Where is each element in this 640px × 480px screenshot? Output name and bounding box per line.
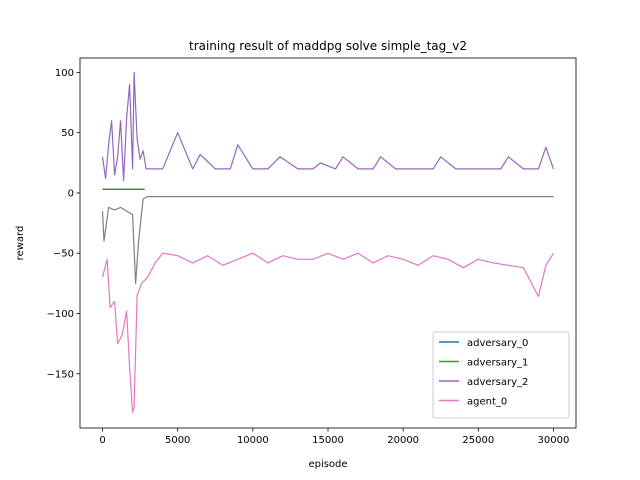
legend-label-adversary-1: adversary_1 bbox=[467, 358, 528, 369]
series-line-5 bbox=[101, 196, 554, 284]
x-tick-label: 15000 bbox=[312, 435, 344, 446]
x-tick-label: 20000 bbox=[387, 435, 419, 446]
x-tick-label: 0 bbox=[99, 435, 105, 446]
legend-label-agent-0: agent_0 bbox=[467, 397, 507, 408]
y-tick-label: −50 bbox=[53, 249, 74, 260]
y-tick-label: −100 bbox=[47, 309, 74, 320]
x-tick-label: 25000 bbox=[462, 435, 494, 446]
y-tick-label: −150 bbox=[47, 369, 74, 380]
legend: adversary_0 adversary_1 adversary_2 agent_0 bbox=[432, 331, 570, 419]
series-line-agent-0 bbox=[101, 252, 555, 413]
x-tick-label: 10000 bbox=[237, 435, 269, 446]
legend-label-adversary-0: adversary_0 bbox=[467, 338, 528, 349]
x-axis-label: episode bbox=[308, 459, 347, 470]
y-tick-label: 50 bbox=[61, 128, 74, 139]
y-tick-label: 0 bbox=[68, 188, 74, 199]
x-tick-label: 5000 bbox=[165, 435, 190, 446]
chart-title: training result of maddpg solve simple_t… bbox=[189, 39, 467, 53]
y-axis: −150 −100 −50 0 50 100 bbox=[47, 68, 80, 380]
y-axis-label: reward bbox=[15, 226, 26, 261]
series-line-adversary-2 bbox=[101, 71, 555, 182]
x-axis: 0 5000 10000 15000 20000 25000 30000 bbox=[99, 428, 569, 446]
series-layer bbox=[101, 71, 555, 413]
y-tick-label: 100 bbox=[55, 68, 74, 79]
legend-box bbox=[432, 331, 570, 419]
legend-label-adversary-2: adversary_2 bbox=[467, 377, 528, 388]
x-tick-label: 30000 bbox=[538, 435, 570, 446]
